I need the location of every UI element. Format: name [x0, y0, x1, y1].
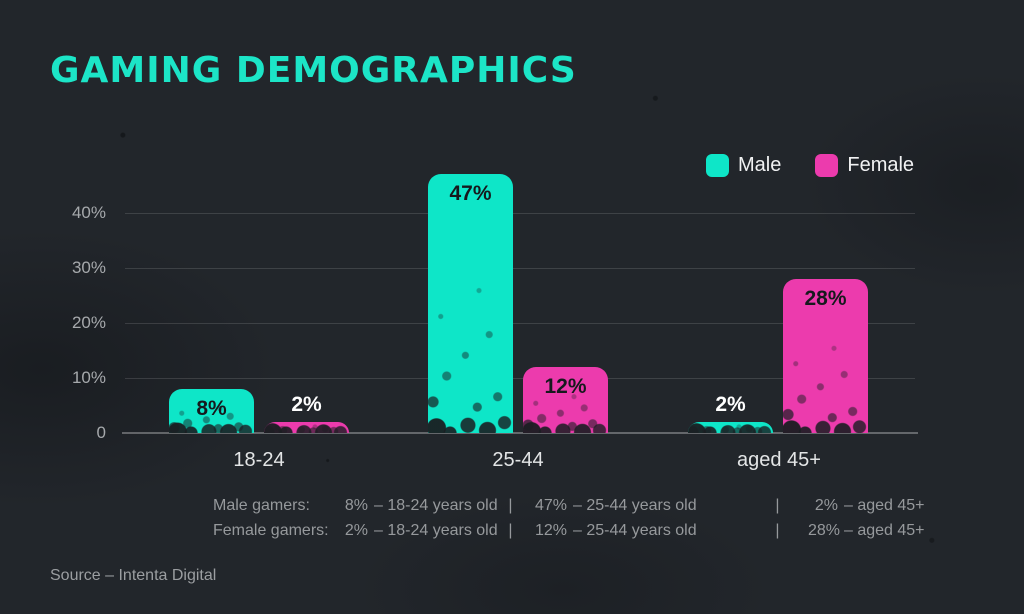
- summary-row-label: Male gamers:: [213, 497, 310, 514]
- chart-legend: Male Female: [706, 154, 914, 177]
- summary-table: Male gamers: 8% – 18-24 years old | 47% …: [213, 493, 925, 543]
- grunge-texture: [523, 367, 608, 433]
- bar-male-25-44: 47%: [428, 174, 513, 433]
- separator-pipe: |: [775, 522, 780, 539]
- gridline-40: [125, 213, 915, 214]
- summary-row-label: Female gamers:: [213, 522, 329, 539]
- bar-female-aged-45plus: 28%: [783, 279, 868, 433]
- summary-segment: 47% – 25-44 years old: [533, 493, 747, 518]
- bar-value-label: 2%: [715, 393, 746, 416]
- summary-segment: 8% – 18-24 years old: [342, 493, 498, 518]
- gridline-20: [125, 323, 915, 324]
- male-color-swatch: [706, 154, 729, 177]
- summary-row-female: Female gamers: 2% – 18-24 years old | 12…: [213, 518, 925, 543]
- bar-value-label: 12%: [544, 375, 587, 398]
- separator-pipe: |: [775, 497, 780, 514]
- bar-value-label: 2%: [291, 393, 322, 416]
- summary-segment: 28% – aged 45+: [808, 518, 925, 543]
- summary-text: – aged 45+: [844, 522, 925, 539]
- summary-value: 8%: [344, 497, 368, 514]
- legend-label-female: Female: [847, 154, 915, 176]
- y-axis-tick-10: 10%: [71, 368, 106, 387]
- y-axis-tick-0: 0: [96, 423, 106, 442]
- page-title: GAMING DEMOGRAPHICS: [50, 50, 577, 91]
- summary-segment: 2% – aged 45+: [808, 493, 925, 518]
- summary-text: – aged 45+: [844, 497, 925, 514]
- legend-item-female: Female: [815, 154, 914, 177]
- summary-text: – 18-24 years old: [374, 522, 498, 539]
- female-color-swatch: [815, 154, 839, 177]
- legend-item-male: Male: [706, 154, 781, 177]
- summary-value: 47%: [534, 497, 567, 514]
- bar-male-18-24: 8%: [169, 389, 254, 433]
- legend-label-male: Male: [738, 154, 782, 176]
- y-axis-tick-30: 30%: [71, 258, 106, 277]
- x-axis-label-18-24: 18-24: [233, 449, 285, 471]
- x-axis-baseline: [122, 432, 918, 434]
- bar-chart-plot-area: 8% 2% 47% 12% 2% 28%: [122, 174, 918, 434]
- summary-segment: 2% – 18-24 years old: [342, 518, 498, 543]
- bar-value-label: 28%: [804, 287, 847, 310]
- grunge-texture: [688, 422, 773, 433]
- summary-row-male: Male gamers: 8% – 18-24 years old | 47% …: [213, 493, 925, 518]
- bar-value-label: 8%: [196, 397, 227, 420]
- summary-text: – 18-24 years old: [374, 497, 498, 514]
- grunge-texture: [264, 422, 349, 433]
- gridline-30: [125, 268, 915, 269]
- gridline-10: [125, 378, 915, 379]
- bar-male-aged-45plus: 2%: [688, 393, 773, 433]
- separator-pipe: |: [508, 497, 513, 514]
- grunge-texture: [428, 174, 513, 433]
- source-note: Source – Intenta Digital: [50, 567, 217, 584]
- bar-value-label: 47%: [449, 182, 492, 205]
- x-axis-label-aged-45plus: aged 45+: [737, 449, 821, 471]
- x-axis-label-25-44: 25-44: [492, 449, 544, 471]
- bar-female-18-24: 2%: [264, 393, 349, 433]
- summary-value: 28%: [808, 522, 841, 539]
- summary-value: 12%: [534, 522, 567, 539]
- summary-value: 2%: [814, 497, 838, 514]
- summary-text: – 25-44 years old: [573, 522, 697, 539]
- summary-segment: 12% – 25-44 years old: [533, 518, 747, 543]
- bar-female-25-44: 12%: [523, 367, 608, 433]
- grunge-texture: [783, 279, 868, 433]
- y-axis-tick-40: 40%: [71, 203, 106, 222]
- grunge-texture: [169, 389, 254, 433]
- y-axis-tick-20: 20%: [71, 313, 106, 332]
- separator-pipe: |: [508, 522, 513, 539]
- summary-text: – 25-44 years old: [573, 497, 697, 514]
- summary-value: 2%: [344, 522, 368, 539]
